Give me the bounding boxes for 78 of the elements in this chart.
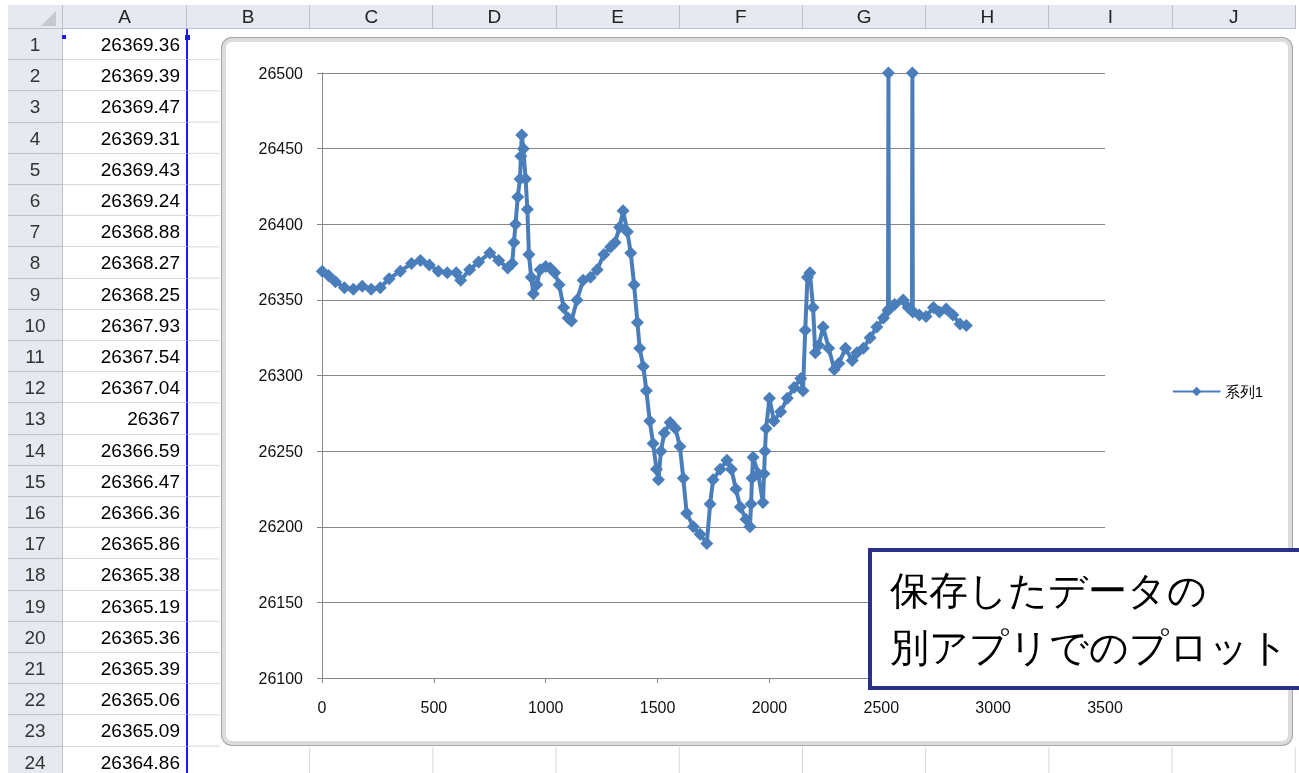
x-tick-label: 1000 <box>527 698 564 716</box>
y-tick-label: 12 <box>8 372 63 404</box>
y-tick-label: 16 <box>8 497 63 529</box>
annotation: 保存したデータの <box>890 568 1207 614</box>
y-tick-label: 21 <box>8 653 63 685</box>
data-label: 26367.04 <box>100 376 180 401</box>
x-tick-label: 2000 <box>751 698 788 716</box>
x-tick-label: 2500 <box>863 698 900 716</box>
x-tick-label: E <box>556 5 680 29</box>
y-tick-label: 6 <box>8 185 63 217</box>
x-tick-label: F <box>679 5 803 29</box>
data-label: 26365.19 <box>100 594 180 619</box>
data-label: 26365.38 <box>100 563 180 588</box>
y-tick-label: 26350 <box>258 291 304 309</box>
y-tick-label: 7 <box>8 216 63 248</box>
y-tick-label: 15 <box>8 465 63 497</box>
y-tick-label: 26450 <box>258 140 304 158</box>
y-tick-label: 24 <box>8 746 63 773</box>
legend-label: 系列1 <box>1224 383 1263 400</box>
data-label: 26365.86 <box>100 532 180 557</box>
y-tick-label: 26150 <box>258 593 304 611</box>
x-tick-label: 3500 <box>1087 698 1123 716</box>
x-tick-label: D <box>433 5 557 29</box>
data-label: 26369.36 <box>100 33 180 57</box>
x-tick-label: G <box>803 5 927 29</box>
y-tick-label: 26300 <box>258 367 304 384</box>
y-tick-label: 9 <box>8 278 63 310</box>
x-tick-label: C <box>310 5 434 29</box>
data-label: 26368.88 <box>100 220 180 245</box>
x-tick-label: J <box>1172 5 1296 29</box>
y-tick-label: 4 <box>8 122 63 154</box>
x-tick-label: A <box>63 5 187 29</box>
y-tick-label: 10 <box>8 309 63 341</box>
data-label: 26368.27 <box>100 251 180 276</box>
y-tick-label: 2 <box>8 60 63 92</box>
y-tick-label: 11 <box>8 341 63 373</box>
y-tick-label: 3 <box>8 91 63 123</box>
y-tick-label: 26500 <box>258 64 304 82</box>
data-label: 26365.36 <box>100 625 180 650</box>
data-label: 26365.09 <box>100 719 180 744</box>
y-tick-label: 19 <box>8 590 63 622</box>
data-label: 26367 <box>127 407 180 432</box>
x-tick-label: 1500 <box>639 698 676 716</box>
y-tick-label: 26400 <box>258 215 304 233</box>
data-label: 26369.24 <box>100 189 180 213</box>
y-tick-label: 26250 <box>258 442 304 460</box>
annotation: 別アプリでのプロット <box>890 625 1289 671</box>
x-tick-label: I <box>1049 5 1173 29</box>
x-tick-label: 500 <box>420 698 448 716</box>
x-tick-label: 0 <box>317 698 327 716</box>
x-tick-label: 3000 <box>975 698 1012 716</box>
data-label: 26365.06 <box>100 688 180 713</box>
y-tick-label: 13 <box>8 403 63 435</box>
data-label: 26366.59 <box>100 438 180 463</box>
data-label: 26367.93 <box>100 313 180 338</box>
data-label: 26368.25 <box>100 282 180 307</box>
x-tick-label: B <box>187 5 311 29</box>
y-tick-label: 1 <box>8 29 63 61</box>
x-tick-label: H <box>926 5 1050 29</box>
y-tick-label: 8 <box>8 247 63 279</box>
data-label: 26369.39 <box>100 64 180 89</box>
y-tick-label: 22 <box>8 684 63 716</box>
y-tick-label: 18 <box>8 559 63 591</box>
data-label: 26364.86 <box>100 750 180 773</box>
y-tick-label: 5 <box>8 153 63 185</box>
y-tick-label: 20 <box>8 621 63 653</box>
data-label: 26365.39 <box>100 657 180 681</box>
y-tick-label: 26100 <box>258 669 304 687</box>
data-label: 26367.54 <box>100 345 180 369</box>
y-tick-label: 17 <box>8 528 63 560</box>
y-tick-label: 26200 <box>258 518 304 536</box>
y-tick-label: 23 <box>8 715 63 747</box>
y-tick-label: 14 <box>8 434 63 466</box>
data-label: 26369.47 <box>100 95 180 120</box>
data-label: 26369.31 <box>100 126 180 151</box>
data-label: 26366.47 <box>100 469 180 494</box>
data-label: 26366.36 <box>100 501 180 525</box>
data-label: 26369.43 <box>100 157 180 182</box>
